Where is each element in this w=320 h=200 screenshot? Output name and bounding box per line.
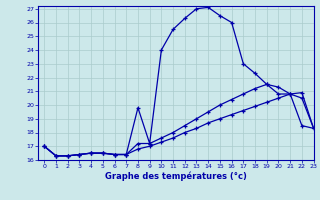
X-axis label: Graphe des températures (°c): Graphe des températures (°c): [105, 172, 247, 181]
